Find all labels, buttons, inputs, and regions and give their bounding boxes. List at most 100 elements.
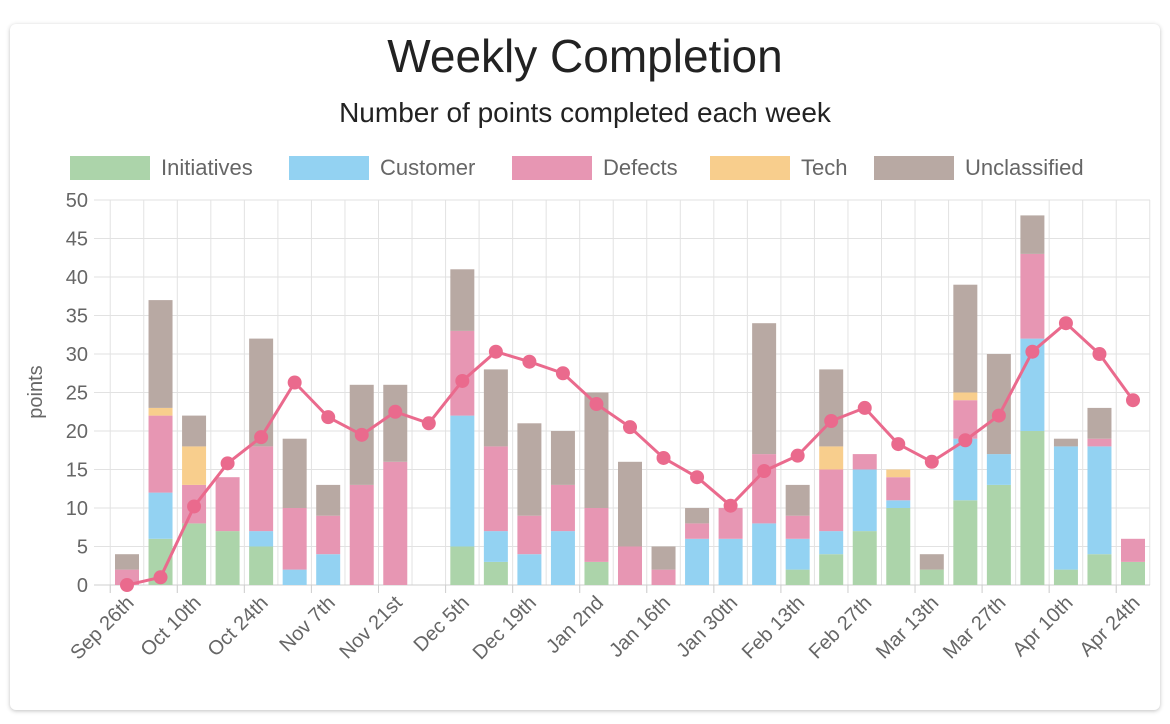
bar-customer-29 xyxy=(1087,446,1112,555)
legend-swatch-initiatives xyxy=(70,156,150,180)
bar-tech-1 xyxy=(148,407,173,416)
bar-defects-22 xyxy=(852,454,877,470)
bar-defects-14 xyxy=(584,508,609,562)
bar-customer-28 xyxy=(1053,446,1078,570)
x-tick-label: Nov 21st xyxy=(335,592,407,664)
bar-customer-18 xyxy=(718,538,743,585)
trend-point-18 xyxy=(723,498,738,513)
trend-point-25 xyxy=(958,433,973,448)
bar-initiatives-26 xyxy=(986,484,1011,585)
bar-defects-21 xyxy=(819,469,844,532)
trend-point-22 xyxy=(857,400,872,415)
chart-trend-line xyxy=(120,316,1140,592)
trend-point-1 xyxy=(153,570,168,585)
bar-unclassified-5 xyxy=(282,438,307,508)
bar-initiatives-28 xyxy=(1053,569,1078,585)
trend-point-3 xyxy=(220,456,235,471)
bar-customer-13 xyxy=(550,531,575,585)
bar-defects-16 xyxy=(651,569,676,585)
bar-customer-23 xyxy=(886,500,911,508)
bar-unclassified-0 xyxy=(115,554,139,570)
bar-initiatives-30 xyxy=(1121,561,1145,585)
legend-label-customer: Customer xyxy=(380,155,475,180)
y-tick-label: 35 xyxy=(66,306,88,328)
bar-defects-8 xyxy=(383,461,408,585)
bar-customer-19 xyxy=(752,523,777,585)
bar-defects-7 xyxy=(349,484,374,585)
x-tick-label: Oct 24th xyxy=(204,592,273,661)
y-tick-label: 25 xyxy=(66,383,88,405)
x-tick-label: Mar 13th xyxy=(872,592,943,663)
chart-legend: Initiatives Customer Defects Tech Unclassifi… xyxy=(70,155,1084,180)
bar-initiatives-24 xyxy=(919,569,944,585)
bar-unclassified-13 xyxy=(550,431,575,485)
bar-tech-21 xyxy=(819,446,844,470)
bar-unclassified-19 xyxy=(752,323,777,455)
trend-point-23 xyxy=(891,437,906,452)
chart-title: Weekly Completion xyxy=(387,30,782,82)
x-tick-label: Oct 10th xyxy=(137,592,206,661)
chart-subtitle: Number of points completed each week xyxy=(339,97,832,128)
bar-defects-5 xyxy=(282,508,307,570)
bar-unclassified-21 xyxy=(819,369,844,447)
trend-point-27 xyxy=(1025,344,1040,359)
trend-point-11 xyxy=(488,344,503,359)
bar-initiatives-27 xyxy=(1020,431,1045,585)
bar-customer-4 xyxy=(249,531,274,547)
bar-initiatives-29 xyxy=(1087,554,1112,585)
x-tick-label: Apr 10th xyxy=(1008,592,1077,661)
bar-initiatives-25 xyxy=(953,500,978,585)
bar-unclassified-16 xyxy=(651,546,676,570)
bar-initiatives-4 xyxy=(249,546,274,585)
trend-point-20 xyxy=(790,448,805,463)
bar-unclassified-24 xyxy=(919,554,944,570)
trend-point-2 xyxy=(187,499,202,514)
trend-point-13 xyxy=(555,366,570,381)
bar-initiatives-23 xyxy=(886,508,911,585)
bar-unclassified-8 xyxy=(383,384,408,462)
trend-point-6 xyxy=(321,410,336,425)
bar-unclassified-20 xyxy=(785,484,810,516)
bar-defects-1 xyxy=(148,415,173,493)
bar-customer-25 xyxy=(953,438,978,501)
y-tick-label: 5 xyxy=(77,537,88,559)
bar-initiatives-11 xyxy=(483,561,508,585)
bar-defects-6 xyxy=(316,515,341,555)
bar-customer-21 xyxy=(819,531,844,555)
y-tick-label: 15 xyxy=(66,460,88,482)
x-tick-label: Jan 2nd xyxy=(542,592,608,658)
bar-unclassified-29 xyxy=(1087,407,1112,439)
bar-tech-2 xyxy=(182,446,207,485)
x-tick-label: Jan 30th xyxy=(672,592,742,662)
bar-customer-26 xyxy=(986,454,1011,485)
legend-swatch-tech xyxy=(710,156,790,180)
y-tick-label: 45 xyxy=(66,229,88,251)
trend-point-15 xyxy=(623,420,637,435)
bar-defects-4 xyxy=(249,446,274,532)
trend-point-10 xyxy=(455,373,470,388)
y-axis: 0 5 10 15 20 25 30 35 40 45 50 xyxy=(66,190,88,597)
y-tick-label: 30 xyxy=(66,344,88,366)
y-tick-label: 0 xyxy=(77,575,88,597)
x-tick-label: Feb 27th xyxy=(805,592,876,663)
legend-label-unclassified: Unclassified xyxy=(965,155,1084,180)
bar-unclassified-26 xyxy=(986,354,1011,455)
legend-label-tech: Tech xyxy=(801,155,847,180)
y-tick-label: 40 xyxy=(66,267,88,289)
bar-customer-6 xyxy=(316,554,341,585)
bar-customer-12 xyxy=(517,554,542,585)
trend-point-30 xyxy=(1126,393,1140,408)
chart-bars xyxy=(115,215,1145,585)
legend-swatch-defects xyxy=(512,156,592,180)
legend-label-initiatives: Initiatives xyxy=(161,155,253,180)
bar-unclassified-12 xyxy=(517,423,542,516)
bar-defects-17 xyxy=(685,523,710,539)
legend-swatch-unclassified xyxy=(874,156,954,180)
trend-point-5 xyxy=(287,375,302,390)
bar-defects-13 xyxy=(550,484,575,532)
bar-defects-3 xyxy=(215,477,240,532)
trend-point-26 xyxy=(991,408,1006,423)
bar-defects-23 xyxy=(886,477,911,501)
trend-point-21 xyxy=(824,413,839,428)
